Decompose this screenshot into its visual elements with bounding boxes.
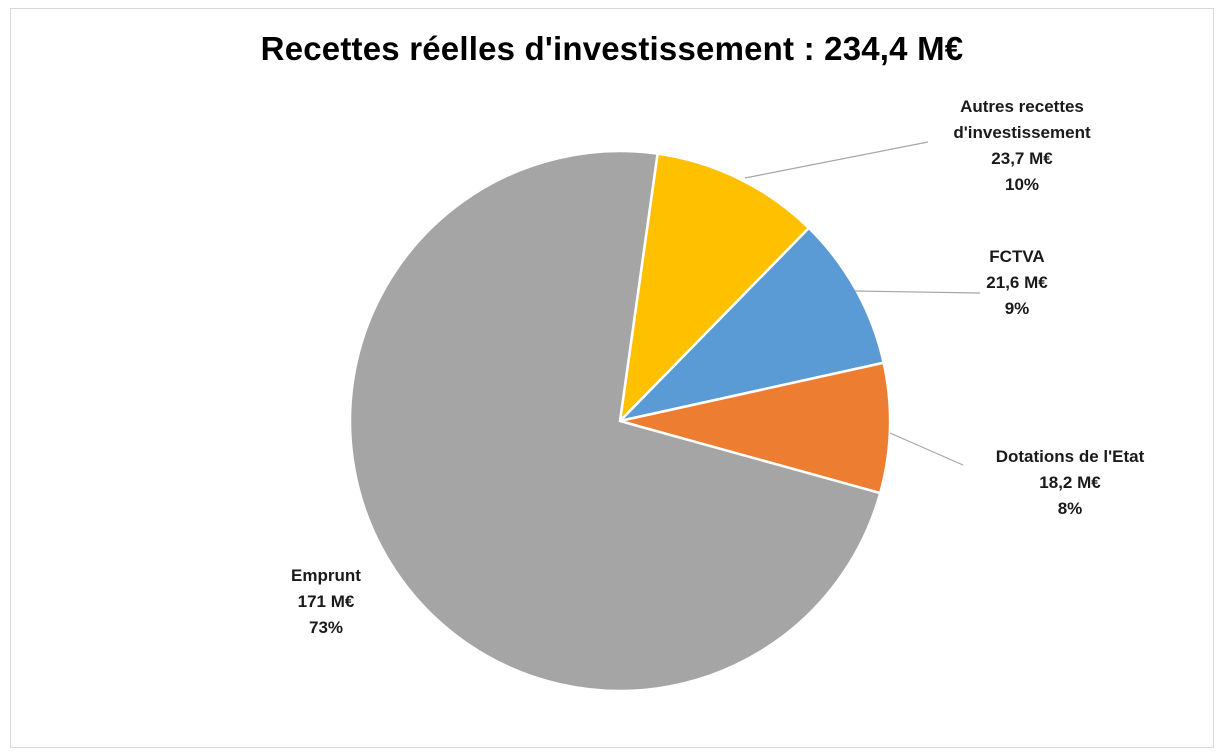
slice-label-line: 171 M€ — [298, 592, 355, 611]
slice-label-line: 8% — [1058, 499, 1083, 518]
slice-label-line: Autres recettes — [960, 97, 1084, 116]
slice-label-2: Dotations de l'Etat 18,2 M€ 8% — [996, 447, 1145, 518]
slice-label-3: Emprunt 171 M€ 73% — [291, 566, 361, 637]
leader-line-0 — [744, 141, 929, 179]
slice-label-line: 73% — [309, 618, 343, 637]
chart-title: Recettes réelles d'investissement : 234,… — [260, 30, 964, 67]
slice-label-line: Dotations de l'Etat — [996, 447, 1145, 466]
slice-label-line: Emprunt — [291, 566, 361, 585]
leader-line-2 — [889, 432, 964, 466]
slice-label-line: 21,6 M€ — [986, 273, 1048, 292]
pie-slice-3 — [348, 149, 882, 693]
slice-label-1: FCTVA 21,6 M€ 9% — [986, 247, 1048, 318]
slice-label-line: 10% — [1005, 175, 1039, 194]
pie-slice-0 — [618, 152, 811, 425]
slice-label-0: Autres recettes d'investissement 23,7 M€ 10… — [953, 97, 1091, 194]
slice-label-line: 9% — [1005, 299, 1030, 318]
slice-label-line: FCTVA — [989, 247, 1044, 266]
slice-label-line: 23,7 M€ — [991, 149, 1053, 168]
slice-label-line: 18,2 M€ — [1039, 473, 1101, 492]
pie-slice-1 — [616, 226, 886, 424]
slice-label-line: d'investissement — [953, 123, 1091, 142]
pie-slice-2 — [619, 361, 892, 495]
leader-line-1 — [854, 290, 981, 294]
